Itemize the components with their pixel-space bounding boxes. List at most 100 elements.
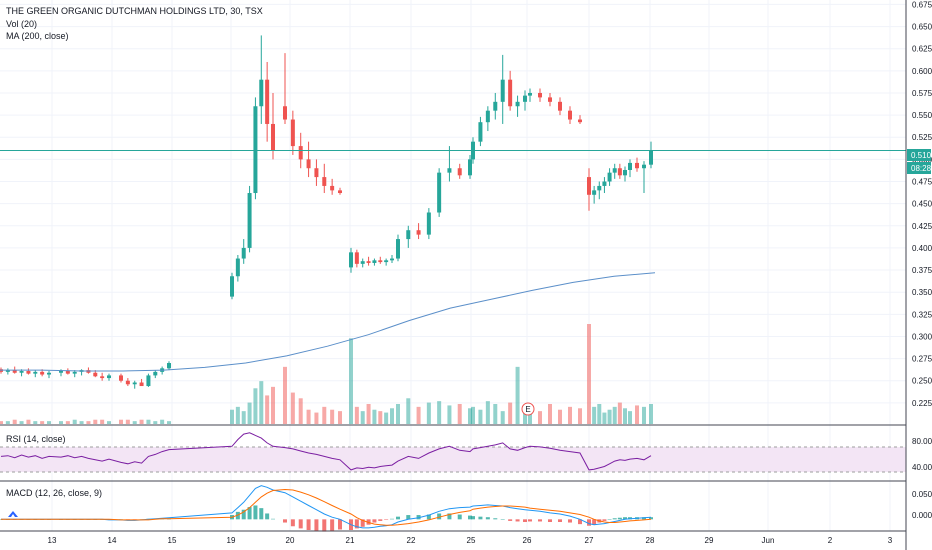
candle-body xyxy=(384,260,389,263)
macd-hist-bar xyxy=(607,519,612,520)
vol-legend: Vol (20) xyxy=(6,19,37,29)
volume-bar xyxy=(100,419,105,424)
macd-hist-bar xyxy=(508,519,513,521)
volume-bar xyxy=(360,411,365,424)
macd-hist-bar xyxy=(548,519,552,522)
price-tick-label: 0.400 xyxy=(912,244,932,253)
macd-hist-bar xyxy=(372,519,377,523)
macd-hist-bar xyxy=(523,519,527,522)
rsi-axis[interactable]: 80.00 40.00 xyxy=(912,437,932,472)
earnings-marker[interactable]: E xyxy=(521,402,535,416)
volume-bar xyxy=(47,421,51,424)
volume-bar xyxy=(139,419,144,424)
candle-body xyxy=(635,162,639,169)
volume-bar xyxy=(153,421,158,424)
volume-bar xyxy=(416,406,421,424)
candle-body xyxy=(508,79,513,107)
volume-bar xyxy=(265,395,270,424)
candle-body xyxy=(72,371,77,374)
volume-bar xyxy=(617,402,622,424)
volume-bar xyxy=(478,409,483,424)
macd-hist-bar xyxy=(406,515,411,520)
time-tick-label: 27 xyxy=(585,536,594,545)
candle-body xyxy=(298,146,303,160)
price-badge-value: 0.510 xyxy=(911,151,932,160)
candle-body xyxy=(100,376,105,379)
time-tick-label: Jun xyxy=(762,536,775,545)
tradingview-logo-icon[interactable] xyxy=(8,511,18,517)
macd-hist-bar xyxy=(247,507,252,520)
candle-body xyxy=(642,164,646,169)
volume-bar xyxy=(366,404,371,424)
macd-tick-0000: 0.000 xyxy=(912,511,932,520)
time-tick-label: 15 xyxy=(168,536,177,545)
price-badge-countdown: 08:28 xyxy=(911,164,932,173)
candle-body xyxy=(93,372,98,377)
macd-hist-bar xyxy=(617,517,622,520)
volume-bar xyxy=(628,411,632,424)
volume-bar xyxy=(93,419,98,424)
volume-bar xyxy=(160,419,165,424)
price-tick-label: 0.350 xyxy=(912,288,932,297)
candle-body xyxy=(538,92,542,98)
price-tick-label: 0.425 xyxy=(912,222,932,231)
macd-hist-bar xyxy=(602,519,607,521)
candle-body xyxy=(485,110,490,123)
candle-body xyxy=(354,252,359,264)
time-tick-label: 22 xyxy=(407,536,416,545)
macd-hist-bar xyxy=(259,508,264,520)
price-tick-label: 0.375 xyxy=(912,266,932,275)
price-tick-label: 0.525 xyxy=(912,133,932,142)
candle-body xyxy=(153,371,158,376)
volume-bar xyxy=(119,419,123,424)
macd-hist-bar xyxy=(568,519,572,523)
macd-hist-bar xyxy=(265,513,270,520)
volume-bar xyxy=(79,421,84,424)
macd-hist-bar xyxy=(283,519,287,523)
rsi-band xyxy=(0,447,906,472)
volume-bar xyxy=(338,411,342,424)
time-tick-label: 25 xyxy=(467,536,476,545)
time-tick-label: 28 xyxy=(646,536,655,545)
candle-body xyxy=(602,181,607,186)
macd-hist-bar xyxy=(558,519,562,522)
candle-body xyxy=(617,168,622,176)
volume-bar xyxy=(322,406,327,424)
macd-legend: MACD (12, 26, close, 9) xyxy=(6,488,102,498)
volume-bar xyxy=(523,406,527,424)
macd-axis[interactable]: 0.050 0.000 xyxy=(912,490,932,520)
macd-hist-bar xyxy=(642,517,646,520)
volume-bar xyxy=(107,421,111,424)
candle-body xyxy=(416,230,421,235)
macd-hist-bar xyxy=(253,505,258,520)
volume-bar xyxy=(33,421,38,424)
volume-bar xyxy=(12,419,17,424)
macd-hist-bar xyxy=(314,519,319,532)
candle-body xyxy=(366,261,371,263)
price-tick-label: 0.550 xyxy=(912,111,932,120)
chart-legend[interactable]: THE GREEN ORGANIC DUTCHMAN HOLDINGS LTD,… xyxy=(6,6,263,41)
macd-hist-bar xyxy=(457,514,462,520)
rsi-line xyxy=(0,432,652,471)
price-tick-label: 0.250 xyxy=(912,377,932,386)
macd-hist-bar xyxy=(468,515,472,520)
ma-200-line xyxy=(0,272,656,372)
macd-hist-bar xyxy=(538,519,542,522)
macd-hist-bar xyxy=(384,519,389,520)
macd-hist-bar xyxy=(390,518,394,520)
candle-body xyxy=(59,370,63,373)
candle-body xyxy=(322,177,327,186)
candle-body xyxy=(40,371,45,375)
macd-signal-line xyxy=(1,488,652,526)
time-tick-label: 26 xyxy=(523,536,532,545)
candle-body xyxy=(628,162,632,170)
price-tick-label: 0.600 xyxy=(912,67,932,76)
candle-body xyxy=(33,371,38,374)
time-tick-label: 3 xyxy=(888,536,893,545)
macd-hist-bar xyxy=(322,519,327,532)
time-axis[interactable]: 13 14 15 19 20 21 22 25 26 27 28 29 Jun 2 3 xyxy=(48,536,893,545)
macd-hist-bar xyxy=(298,519,303,529)
candle-body xyxy=(587,177,591,195)
macd-hist-bar xyxy=(241,509,246,520)
